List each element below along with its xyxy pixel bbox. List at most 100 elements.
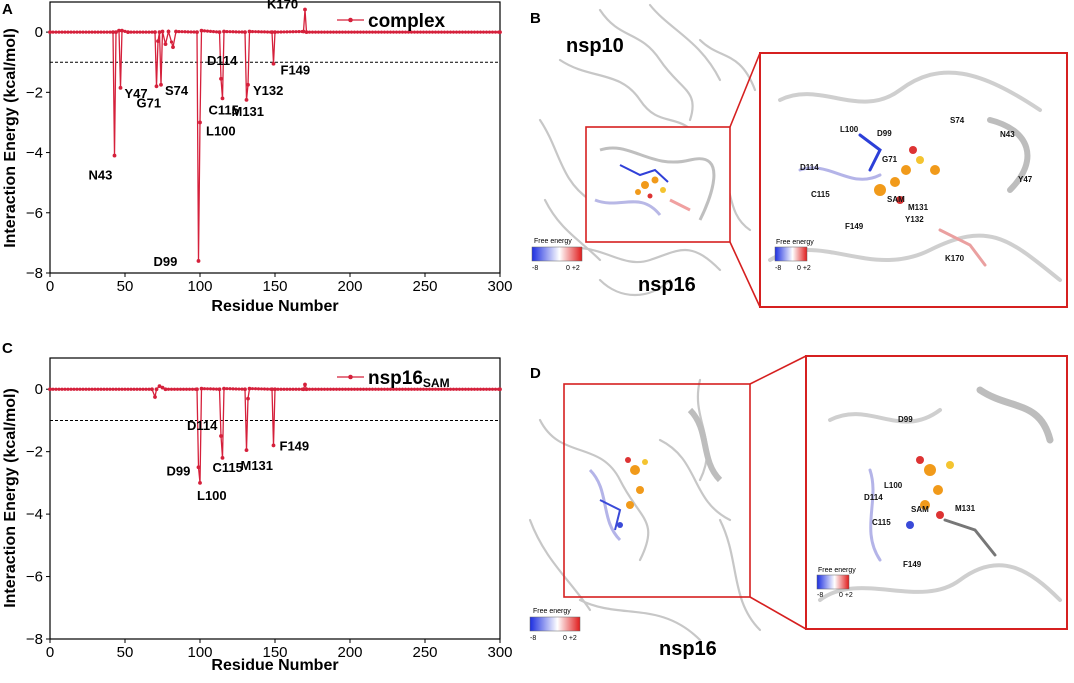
residue-annotation-y132: Y132: [253, 83, 283, 98]
data-point: [120, 387, 124, 391]
data-point: [337, 387, 342, 391]
chart-panel-c: 0 50 100 150 200 250 300 0 −2 −4 −6 −8 D99 L100 D114 C…: [2, 357, 513, 674]
data-point: [99, 387, 103, 391]
protein-ribbon-illustration: [528, 378, 762, 642]
data-point: [81, 387, 85, 391]
legend-label-nsp16: nsp16SAM: [368, 368, 450, 390]
residue-annotation-m131: M131: [241, 458, 274, 473]
data-point: [442, 387, 447, 391]
data-point: [108, 30, 112, 34]
data-point: [382, 387, 387, 391]
data-point: [111, 30, 115, 35]
x-tick-label: 200: [337, 278, 362, 295]
residue-label-c115: C115: [811, 190, 830, 199]
data-point: [159, 82, 163, 87]
data-point: [211, 30, 216, 34]
data-point: [78, 30, 82, 34]
data-point: [117, 28, 121, 33]
data-point: [297, 30, 301, 34]
data-point: [346, 30, 351, 34]
data-point: [361, 30, 366, 34]
data-point: [120, 28, 124, 33]
data-point: [75, 387, 79, 391]
y-axis-title: Interaction Energy (kcal/mol): [2, 28, 19, 248]
data-point: [291, 387, 295, 391]
data-point: [337, 30, 342, 34]
data-point: [196, 259, 201, 263]
data-point: [469, 387, 474, 391]
data-point: [262, 30, 267, 34]
data-point: [276, 30, 280, 34]
data-point: [301, 29, 306, 34]
data-point: [466, 30, 471, 34]
data-point: [469, 30, 474, 34]
data-point: [114, 387, 118, 391]
data-point: [69, 387, 73, 391]
residue-annotation-f149: F149: [280, 438, 310, 453]
data-point: [418, 30, 423, 34]
data-point: [99, 30, 103, 34]
data-point: [57, 387, 61, 391]
data-point: [294, 30, 298, 34]
data-point: [135, 30, 139, 34]
residue-annotation-l100: L100: [197, 488, 227, 503]
data-point: [412, 30, 417, 34]
data-point: [186, 30, 190, 34]
data-point: [472, 30, 477, 34]
data-point: [147, 30, 151, 34]
data-point: [66, 387, 70, 391]
data-point: [259, 30, 264, 34]
data-point: [265, 30, 270, 34]
zoom-colorbar-min: -8: [775, 265, 781, 272]
data-point: [466, 387, 471, 391]
data-point: [60, 30, 64, 34]
data-point: [478, 30, 483, 34]
data-point: [222, 29, 226, 34]
data-point: [367, 30, 372, 34]
data-point: [234, 30, 238, 34]
data-point: [448, 30, 453, 34]
zoom-connector-bottom: [729, 241, 761, 308]
y-tick-label: 0: [35, 381, 43, 398]
data-point: [166, 387, 171, 391]
data-point: [424, 387, 429, 391]
data-point: [154, 387, 159, 392]
data-point: [114, 30, 118, 35]
data-point: [75, 30, 79, 34]
data-point: [96, 387, 100, 391]
data-point: [418, 387, 423, 391]
data-point: [303, 7, 307, 12]
data-point: [129, 387, 133, 391]
legend-label-main: nsp16: [368, 368, 423, 389]
data-point: [225, 387, 229, 391]
data-point: [475, 30, 480, 34]
data-point: [276, 387, 280, 391]
data-point: [463, 387, 468, 391]
data-point: [187, 387, 192, 391]
data-point: [331, 30, 336, 34]
residue-label-m131: M131: [908, 203, 929, 212]
data-point: [484, 30, 489, 34]
data-point: [451, 387, 456, 391]
data-point: [279, 30, 283, 34]
data-point: [364, 30, 369, 34]
residue-label-n43: N43: [1000, 130, 1015, 139]
data-point: [463, 30, 468, 34]
data-point: [403, 387, 408, 391]
data-point: [199, 386, 204, 391]
data-point: [460, 30, 465, 34]
data-point: [184, 387, 189, 391]
data-point: [175, 387, 180, 391]
data-point: [126, 30, 130, 35]
zoom-colorbar-gradient: [774, 246, 808, 262]
data-point: [132, 30, 136, 34]
series-line-complex: [50, 9, 500, 262]
data-point: [340, 30, 345, 34]
data-point: [244, 448, 249, 453]
data-point: [409, 387, 414, 391]
data-point: [322, 387, 327, 391]
data-point: [174, 29, 178, 34]
zoom-illustration: [818, 386, 1062, 602]
colorbar-max: 0 +2: [566, 265, 580, 272]
data-point: [282, 387, 286, 391]
